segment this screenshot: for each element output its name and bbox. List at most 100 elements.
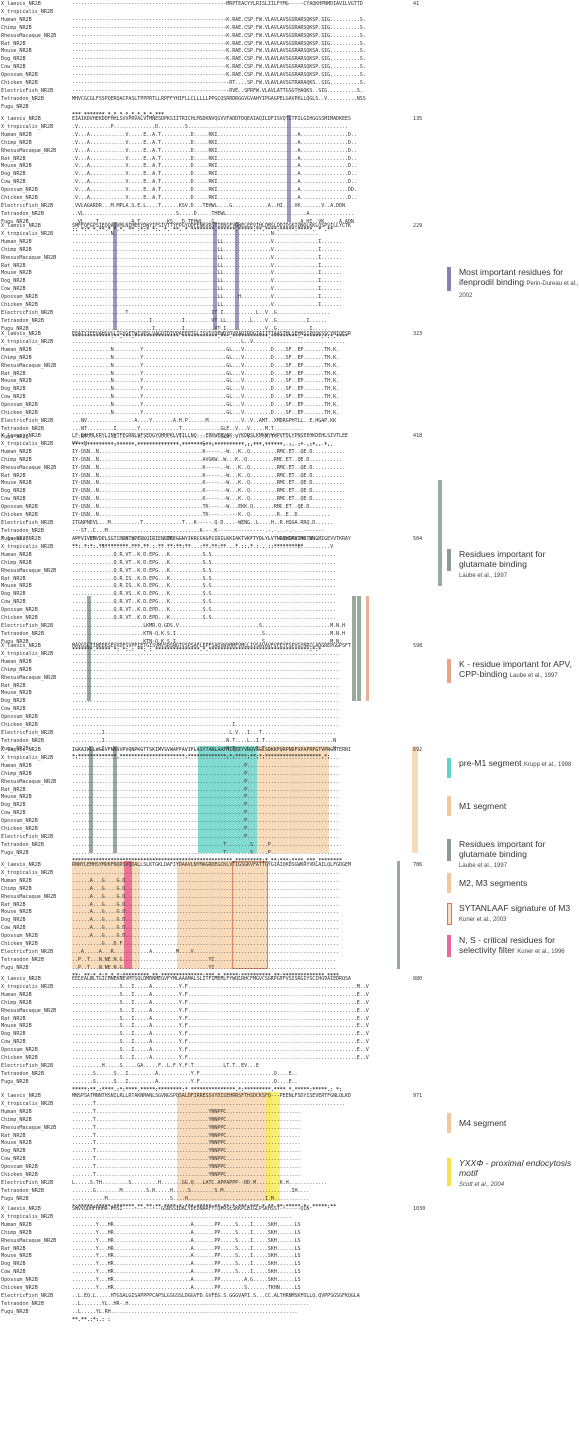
alignment-block: X_laevis_NR2B IGKAIWLLWGLVFNNSVPVQNPKGTTS… [0, 746, 440, 865]
sequence-text: .V...A............V.....E..A.T..........… [72, 163, 357, 170]
sequence-text: ----------------------------------------… [72, 72, 366, 79]
sequence-text: .............N.........Y................… [72, 378, 340, 385]
species-name: Cow_NR2B [1, 64, 26, 71]
sequence-text: .......T................................… [72, 1172, 301, 1178]
sequence-text: ..............Q.R.VT..K.D.EPG...K.......… [72, 599, 337, 606]
sequence-text: IY-QSN..N...............................… [72, 448, 345, 455]
legend-label: K - residue important for APV, CPP-bindi… [459, 659, 572, 679]
sequence-text: ........................................… [72, 869, 340, 876]
sequence-text: ........................................… [72, 810, 340, 817]
sequence-text: .......T................................… [72, 1148, 301, 1155]
sequence-text: ...NT.........I.......Y.............T...… [72, 425, 304, 432]
sequence-text: ........................................… [72, 778, 340, 785]
species-name: Dog_NR2B [1, 171, 26, 178]
sequence-text: SMFFQFGPSIEQQASVMLNIMEEYDWYIFSIVTTYFPGYQ… [72, 223, 351, 229]
species-name: Tetraodon_NR2B [1, 425, 44, 432]
species-name: Tetraodon_NR2B [1, 527, 44, 534]
legend-label: Residues important for glutamate binding [459, 839, 546, 859]
species-name: RhesusMacaque_NR2B [1, 32, 57, 39]
sequence-text: ........................................… [72, 722, 340, 728]
sequence-text: ........Y...HR..........................… [72, 1277, 301, 1284]
species-name: X_laevis_NR2B [1, 331, 41, 337]
sequence-text: ..........H.....S.....GA.....F..L.F.Y.F.… [72, 1062, 259, 1069]
conservation-text: **: *:*:.**********.***.** : ** **:**:**… [72, 543, 304, 550]
sequence-text: VY--N..................................-… [72, 440, 331, 447]
species-name: RhesusMacaque_NR2B [1, 893, 57, 900]
species-name: X_tropicalis_NR2B [1, 230, 54, 237]
species-name: X_laevis_NR2B [1, 1, 41, 7]
species-name: X_laevis_NR2B [1, 976, 41, 982]
sequence-text: ----------------------------------------… [72, 48, 366, 55]
sequence-text: IY-QSN..N...............................… [72, 496, 345, 503]
position-number: 786 [413, 862, 423, 868]
sequence-text: .......T................................… [72, 1108, 301, 1115]
sequence-text: ..........I.............................… [72, 737, 337, 744]
species-name: X_laevis_NR2B [1, 1206, 41, 1212]
sequence-text: ......A...G....G.D......................… [72, 893, 340, 900]
glutamate-binding-highlight [89, 746, 93, 853]
species-name: X_laevis_NR2B [1, 643, 41, 649]
species-name: ElectricFish_NR2B [1, 622, 54, 629]
species-name: Chimp_NR2B [1, 354, 32, 361]
species-name: RhesusMacaque_NR2B [1, 567, 57, 574]
species-name: Opossum_NR2B [1, 187, 38, 194]
species-name: ElectricFish_NR2B [1, 519, 54, 526]
glutamate-binding-highlight [357, 596, 361, 701]
species-name: Human_NR2B [1, 658, 32, 665]
species-name: Fugu_NR2B [1, 433, 29, 440]
legend-label: M2, M3 segments [459, 878, 528, 888]
sequence-text: ...NV................A....Y.......A.H.P.… [72, 417, 337, 424]
species-name: RhesusMacaque_NR2B [1, 147, 57, 154]
sequence-text: ..L.......YL..HR-.H.....................… [72, 1300, 310, 1307]
legend-swatch [447, 549, 451, 571]
species-name: Rat_NR2B [1, 40, 26, 47]
alignment-block: X_laevis_NR2B RNNYLEMHSYMVKFNQRSVQDALLSLK… [0, 861, 440, 980]
species-name: Tetraodon_NR2B [1, 737, 44, 744]
species-name: Mouse_NR2B [1, 480, 32, 487]
species-name: Chimp_NR2B [1, 559, 32, 566]
sequence-text: .............N..........................… [72, 230, 319, 237]
legend-cite: Krupp et al., 1998 [523, 762, 572, 768]
species-name: Chicken_NR2B [1, 80, 38, 86]
sequence-text: ........................................… [72, 714, 340, 721]
alignment-block: X_laevis_NR2B MNSPSATMNNTHSNILRLLRTAKNMAN… [0, 1092, 440, 1211]
species-name: Chicken_NR2B [1, 410, 38, 416]
sequence-text: ----------------------------------------… [72, 32, 366, 39]
species-name: Tetraodon_NR2B [1, 317, 44, 324]
sequence-text: ..........I.............................… [72, 745, 337, 752]
conservation-text: **.**.:*:.: : [72, 1316, 111, 1323]
sequence-text: ........Y...HR..........................… [72, 1285, 301, 1291]
legend-cite: Kuner et al., 1996 [517, 949, 565, 955]
glutamate-binding-highlight [352, 596, 356, 701]
sequence-text: ........Y...HR..........................… [72, 1253, 301, 1260]
sequence-text: .............N.........Y................… [72, 410, 340, 416]
sequence-text: ----------------------------------------… [72, 1, 363, 7]
conservation-text: **: **:*.*:*.*.*:*********.**.**********… [72, 972, 340, 979]
alignment-block: X_laevis_NR2B EEATYIFEVAHSVGLTGYGFTWIVPSL… [0, 330, 440, 449]
sequence-text: ........................................… [72, 302, 342, 308]
species-name: X_tropicalis_NR2B [1, 1100, 54, 1107]
sequence-text: ...A.....A...R............A........M....… [72, 948, 340, 955]
species-name: Fugu_NR2B [1, 325, 29, 332]
sequence-text: IY-QSN..N...............................… [72, 504, 342, 511]
species-name: Dog_NR2B [1, 278, 26, 285]
sequence-text: ........................................… [72, 254, 342, 261]
legend-label: Residues important for glutamate binding [459, 549, 546, 569]
species-name: Opossum_NR2B [1, 933, 38, 940]
species-name: Fugu_NR2B [1, 849, 29, 856]
sequence-text: MAVGSLTINEERSEVVDFSVPFIETGISVMVSRSNGTVSP… [72, 643, 351, 649]
sequence-text: ...........................I.........I..… [72, 325, 328, 332]
sequence-text: .............N.........Y................… [72, 362, 340, 369]
sequence-text: ........................................… [72, 762, 340, 769]
position-number: 1030 [413, 1206, 426, 1212]
species-name: Chicken_NR2B [1, 302, 38, 308]
species-name: RhesusMacaque_NR2B [1, 674, 57, 681]
species-name: Fugu_NR2B [1, 1308, 29, 1315]
sequence-text: ........................................… [72, 826, 340, 832]
sequence-text: ..............Q.R.VS..K.D.EPG...K.......… [72, 591, 337, 598]
sequence-text: MNSPSATMNNTHSNILRLLRTAKNMANLSGVNGSPQSALD… [72, 1093, 351, 1099]
species-name: Mouse_NR2B [1, 163, 32, 170]
species-name: ElectricFish_NR2B [1, 1179, 54, 1186]
species-name: RhesusMacaque_NR2B [1, 464, 57, 471]
sequence-text: ..........S.............................… [72, 543, 334, 550]
